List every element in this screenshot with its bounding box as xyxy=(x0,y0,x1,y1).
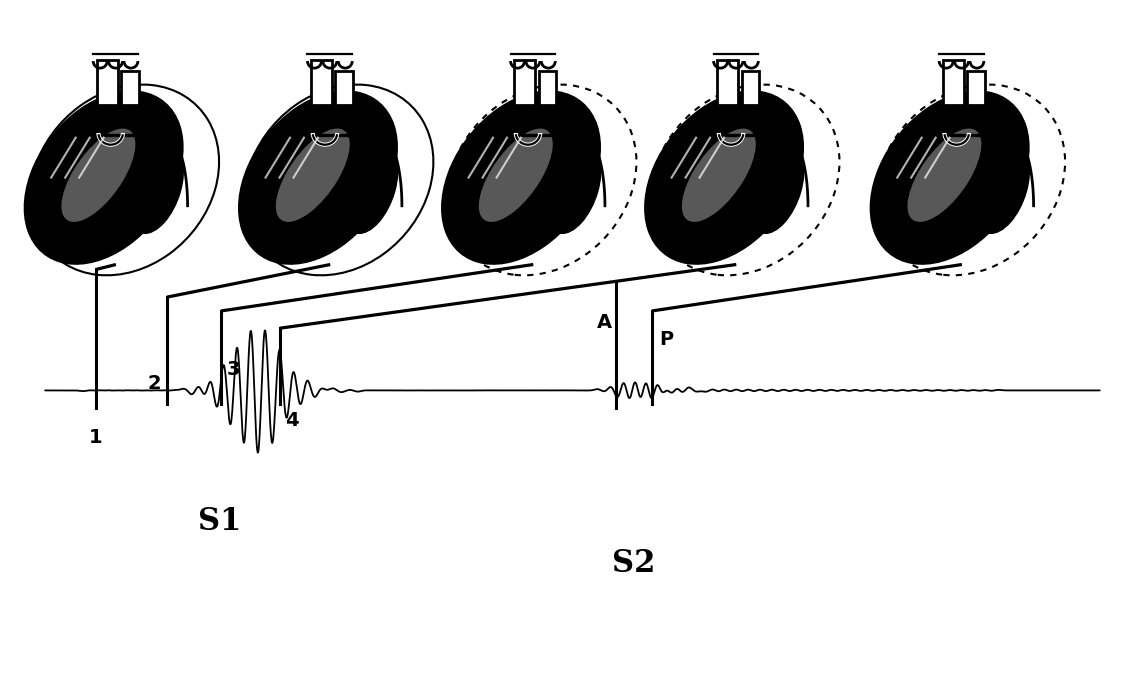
FancyBboxPatch shape xyxy=(97,60,117,105)
Text: 4: 4 xyxy=(285,411,299,430)
Ellipse shape xyxy=(343,145,398,234)
Ellipse shape xyxy=(61,129,135,222)
Ellipse shape xyxy=(25,92,183,263)
Text: 2: 2 xyxy=(148,374,161,393)
FancyBboxPatch shape xyxy=(967,71,985,105)
Ellipse shape xyxy=(681,129,756,222)
FancyBboxPatch shape xyxy=(741,71,759,105)
Ellipse shape xyxy=(239,92,397,263)
FancyBboxPatch shape xyxy=(514,60,535,105)
Ellipse shape xyxy=(546,145,601,234)
Ellipse shape xyxy=(907,129,981,222)
Ellipse shape xyxy=(442,92,600,263)
Ellipse shape xyxy=(645,92,803,263)
FancyBboxPatch shape xyxy=(335,71,353,105)
Text: 3: 3 xyxy=(227,360,240,379)
Ellipse shape xyxy=(478,129,553,222)
Ellipse shape xyxy=(275,129,350,222)
Ellipse shape xyxy=(975,145,1030,234)
FancyBboxPatch shape xyxy=(538,71,556,105)
Text: S2: S2 xyxy=(613,548,655,578)
Text: 1: 1 xyxy=(89,428,103,447)
FancyBboxPatch shape xyxy=(311,60,332,105)
Ellipse shape xyxy=(871,92,1029,263)
FancyBboxPatch shape xyxy=(717,60,738,105)
Text: P: P xyxy=(660,330,673,349)
Text: A: A xyxy=(597,313,613,332)
FancyBboxPatch shape xyxy=(943,60,963,105)
Ellipse shape xyxy=(129,145,184,234)
FancyBboxPatch shape xyxy=(121,71,139,105)
Text: S1: S1 xyxy=(199,507,241,537)
Ellipse shape xyxy=(749,145,804,234)
